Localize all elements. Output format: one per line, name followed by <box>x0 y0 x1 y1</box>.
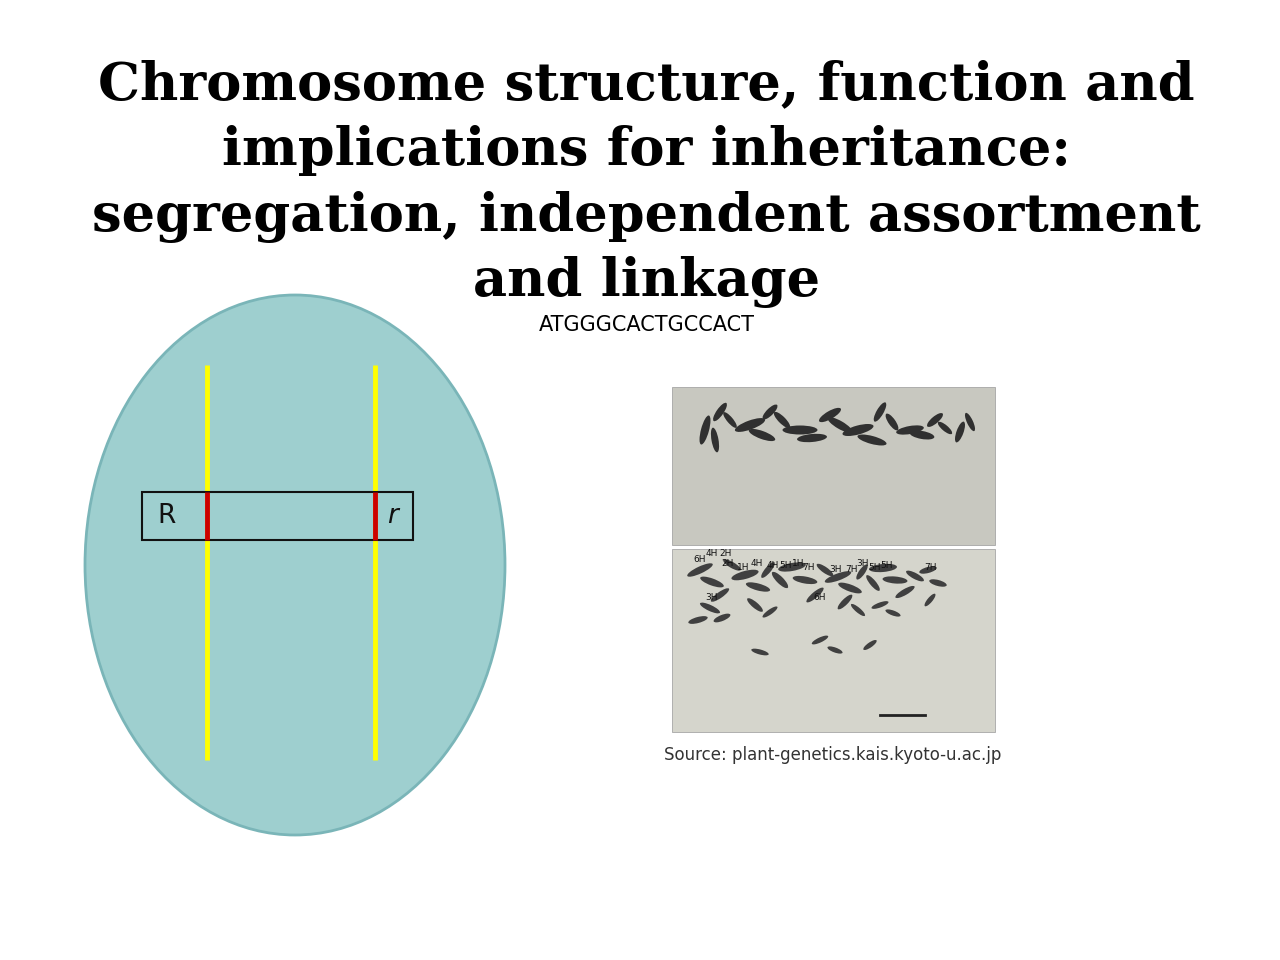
Text: 7H: 7H <box>845 564 858 573</box>
Ellipse shape <box>700 603 721 613</box>
Text: ATGGGCACTGCCACT: ATGGGCACTGCCACT <box>539 315 754 335</box>
Text: 4H: 4H <box>751 559 763 567</box>
Ellipse shape <box>689 616 708 624</box>
Ellipse shape <box>735 419 765 432</box>
Ellipse shape <box>713 403 727 421</box>
Text: 6H: 6H <box>814 593 827 603</box>
Text: and linkage: and linkage <box>472 256 820 308</box>
Bar <box>142 492 413 540</box>
Text: 1H: 1H <box>792 559 804 567</box>
Text: R: R <box>157 503 177 529</box>
Ellipse shape <box>806 588 823 603</box>
Text: 5H: 5H <box>869 563 881 571</box>
Text: 1H: 1H <box>737 563 749 571</box>
Ellipse shape <box>700 577 723 588</box>
Bar <box>672 549 995 732</box>
Ellipse shape <box>938 421 952 434</box>
Ellipse shape <box>910 430 934 440</box>
Ellipse shape <box>965 413 975 431</box>
Ellipse shape <box>710 588 730 602</box>
Ellipse shape <box>842 424 873 436</box>
Bar <box>672 387 995 545</box>
Text: 4H: 4H <box>705 549 718 559</box>
Ellipse shape <box>872 601 888 609</box>
Ellipse shape <box>713 613 731 622</box>
Ellipse shape <box>792 576 818 584</box>
Ellipse shape <box>886 414 899 430</box>
Ellipse shape <box>774 412 790 428</box>
Ellipse shape <box>856 564 868 580</box>
Ellipse shape <box>851 604 865 616</box>
Ellipse shape <box>751 649 769 656</box>
Ellipse shape <box>927 413 943 427</box>
Ellipse shape <box>817 564 833 576</box>
Ellipse shape <box>812 636 828 644</box>
Text: Source: plant-genetics.kais.kyoto-u.ac.jp: Source: plant-genetics.kais.kyoto-u.ac.j… <box>664 746 1002 764</box>
Ellipse shape <box>762 563 774 578</box>
Text: 5H: 5H <box>780 561 792 569</box>
Ellipse shape <box>869 564 897 572</box>
Text: 6H: 6H <box>694 556 707 564</box>
Text: 4H: 4H <box>767 561 780 569</box>
Ellipse shape <box>837 594 852 610</box>
Text: 7H: 7H <box>924 563 936 571</box>
Text: 5H: 5H <box>881 561 893 569</box>
Text: implications for inheritance:: implications for inheritance: <box>221 125 1071 176</box>
Ellipse shape <box>824 571 851 583</box>
Ellipse shape <box>723 560 741 570</box>
Ellipse shape <box>723 412 737 428</box>
Ellipse shape <box>748 598 763 612</box>
Ellipse shape <box>763 607 777 617</box>
Ellipse shape <box>886 610 901 616</box>
Ellipse shape <box>828 418 852 433</box>
Ellipse shape <box>772 572 788 588</box>
Ellipse shape <box>797 434 827 443</box>
Text: 2H: 2H <box>719 549 732 559</box>
Ellipse shape <box>882 576 908 584</box>
Text: 3H: 3H <box>856 560 869 568</box>
Ellipse shape <box>858 435 887 445</box>
Ellipse shape <box>838 583 861 593</box>
Ellipse shape <box>687 564 713 577</box>
Ellipse shape <box>763 404 777 420</box>
Ellipse shape <box>827 646 842 654</box>
Ellipse shape <box>84 295 506 835</box>
Text: r: r <box>388 503 398 529</box>
Ellipse shape <box>749 429 776 441</box>
Text: 3H: 3H <box>705 592 718 602</box>
Text: 2H: 2H <box>722 559 735 567</box>
Ellipse shape <box>700 416 710 444</box>
Ellipse shape <box>863 640 877 650</box>
Ellipse shape <box>919 566 937 574</box>
Ellipse shape <box>731 569 759 580</box>
Text: segregation, independent assortment: segregation, independent assortment <box>92 191 1201 243</box>
Ellipse shape <box>906 570 924 582</box>
Ellipse shape <box>955 421 965 443</box>
Ellipse shape <box>929 579 947 587</box>
Text: 7H: 7H <box>801 563 814 571</box>
Ellipse shape <box>867 575 879 591</box>
Ellipse shape <box>924 593 936 607</box>
Text: Chromosome structure, function and: Chromosome structure, function and <box>99 60 1194 110</box>
Ellipse shape <box>778 563 806 571</box>
Text: 3H: 3H <box>829 564 842 573</box>
Ellipse shape <box>895 586 915 598</box>
Ellipse shape <box>782 425 818 435</box>
Ellipse shape <box>874 402 886 421</box>
Ellipse shape <box>746 583 771 591</box>
Ellipse shape <box>710 427 719 452</box>
Ellipse shape <box>819 408 841 422</box>
Ellipse shape <box>896 425 924 435</box>
